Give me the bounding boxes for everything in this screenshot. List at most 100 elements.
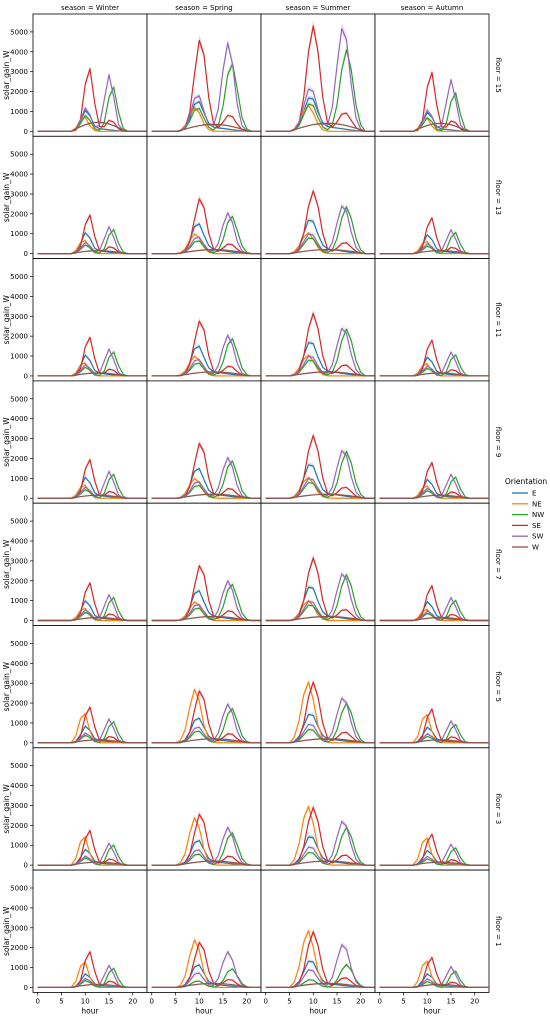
y-tick-label: 1000 [10, 353, 28, 361]
series-line-W [151, 860, 261, 866]
y-tick-label: 2000 [10, 577, 28, 585]
panel-frame [32, 258, 148, 382]
facet-panel [146, 258, 262, 382]
series-band-SW [37, 346, 147, 376]
panel-frame [260, 135, 376, 260]
series-line-W [265, 493, 375, 499]
y-axis-label: solar_gain_W [2, 539, 11, 589]
facet-panel [146, 502, 262, 626]
x-tick-label: 20 [470, 997, 479, 1005]
series-line-W [37, 121, 147, 132]
facet-panel [260, 135, 376, 260]
legend-label-SW: SW [532, 533, 543, 541]
y-tick-label: 1000 [10, 108, 28, 116]
x-tick-label: 20 [242, 997, 251, 1005]
y-axis-label: solar_gain_W [2, 172, 11, 222]
panel-frame [146, 625, 262, 749]
facet-panel [146, 747, 262, 871]
panel-frame [146, 135, 262, 260]
x-tick-label: 15 [105, 997, 114, 1005]
legend-label-SE: SE [532, 522, 541, 530]
series-line-W [151, 615, 261, 622]
y-tick-label: 5000 [10, 640, 28, 648]
panel-frame [374, 625, 490, 749]
facet-panel: 0 5 10 15 20 hour floor = 1 [374, 869, 502, 1015]
series-line-W [379, 861, 489, 866]
y-tick-label: 3000 [10, 557, 28, 565]
facet-panel: 0 1000 2000 3000 4000 5000 solar_gain_W [2, 135, 148, 260]
column-title: season = Spring [175, 4, 233, 12]
x-axis-label: hour [423, 1006, 441, 1015]
facet-panel: season = Summer [260, 4, 376, 137]
panel-frame [260, 869, 376, 993]
panel-frame [32, 13, 148, 137]
x-tick-label: 0 [150, 997, 154, 1005]
panel-frame [374, 135, 490, 260]
series-line-W [379, 983, 489, 989]
x-tick-label: 10 [81, 997, 90, 1005]
facet-panel: season = Spring [146, 4, 262, 137]
facet-panel [146, 625, 262, 749]
x-tick-label: 20 [128, 997, 137, 1005]
panel-frame [260, 258, 376, 382]
series-line-W [379, 250, 489, 255]
facet-panel [146, 380, 262, 504]
column-title: season = Summer [286, 4, 351, 12]
y-tick-label: 1000 [10, 842, 28, 850]
facet-panel [260, 502, 376, 626]
x-axis-label: hour [81, 1006, 99, 1015]
y-tick-label: 4000 [10, 904, 28, 912]
y-tick-label: 0 [24, 862, 28, 870]
series-band-NE [265, 103, 375, 132]
y-tick-label: 0 [24, 984, 28, 992]
x-tick-label: 0 [264, 997, 268, 1005]
x-tick-label: 5 [59, 997, 63, 1005]
y-tick-label: 0 [24, 372, 28, 380]
facet-panel: floor = 13 [374, 135, 502, 260]
panel-frame [374, 502, 490, 626]
facet-panel [146, 135, 262, 260]
panel-frame [374, 869, 490, 993]
panel-frame [146, 380, 262, 504]
series-band-SW [37, 469, 147, 499]
row-title: floor = 11 [494, 302, 502, 337]
y-tick-label: 5000 [10, 762, 28, 770]
panel-frame [32, 625, 148, 749]
x-axis-label: hour [195, 1006, 213, 1015]
facet-panel [260, 380, 376, 504]
x-tick-label: 5 [173, 997, 177, 1005]
legend-label-E: E [532, 490, 536, 498]
y-tick-label: 1000 [10, 230, 28, 238]
panel-frame [32, 869, 148, 993]
series-line-W [151, 493, 261, 499]
y-tick-label: 5000 [10, 884, 28, 892]
x-tick-label: 0 [36, 997, 40, 1005]
panel-frame [260, 625, 376, 749]
y-tick-label: 2000 [10, 455, 28, 463]
panel-frame [32, 135, 148, 260]
x-tick-label: 5 [287, 997, 291, 1005]
facet-panel: floor = 11 [374, 258, 502, 382]
panel-frame [146, 258, 262, 382]
x-tick-label: 15 [219, 997, 228, 1005]
series-band-SW [37, 224, 147, 254]
y-tick-label: 5000 [10, 28, 28, 36]
x-tick-label: 20 [356, 997, 365, 1005]
series-line-W [265, 860, 375, 866]
panel-frame [260, 502, 376, 626]
legend-label-W: W [532, 544, 539, 552]
panel-frame [374, 380, 490, 504]
y-tick-label: 5000 [10, 273, 28, 281]
y-tick-label: 1000 [10, 597, 28, 605]
y-tick-label: 2000 [10, 944, 28, 952]
series-line-W [151, 982, 261, 989]
series-line-W [379, 616, 489, 622]
legend-label-NE: NE [532, 500, 542, 508]
series-line-W [151, 371, 261, 377]
facet-panel: floor = 9 [374, 380, 502, 504]
series-line-W [37, 861, 147, 866]
row-title: floor = 9 [494, 427, 502, 458]
series-line-W [151, 123, 261, 132]
